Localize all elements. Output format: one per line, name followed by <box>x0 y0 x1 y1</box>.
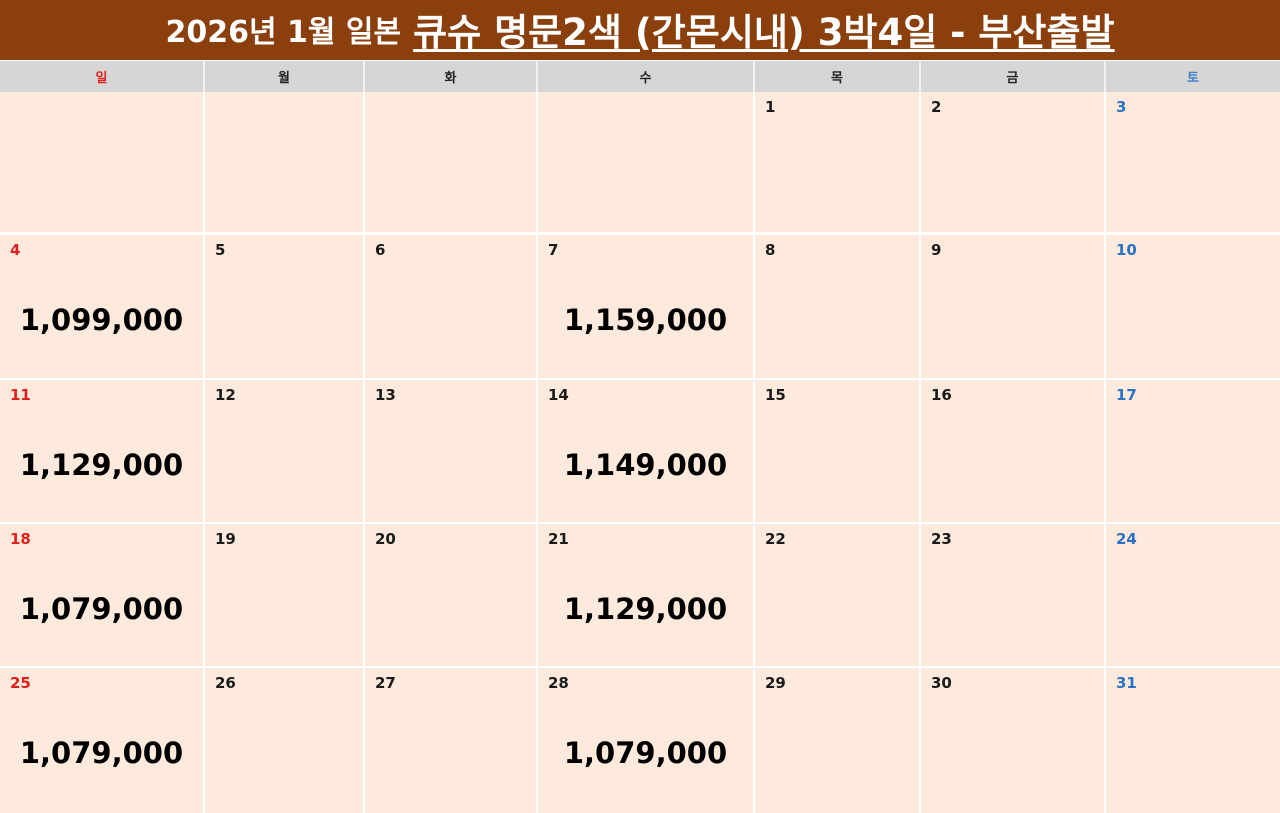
calendar-week-row: 1 2 3 <box>0 92 1280 232</box>
day-number: 29 <box>765 674 786 692</box>
day-number: 4 <box>10 241 21 259</box>
calendar-week-row: 18 1,079,000 19 20 21 1,129,000 22 23 24 <box>0 524 1280 666</box>
day-number: 27 <box>375 674 396 692</box>
day-cell-tuesday: 13 <box>365 380 538 522</box>
title-month-label: 2026년 1월 일본 <box>165 15 402 50</box>
tour-price: 1,099,000 <box>19 303 184 337</box>
tour-price: 1,129,000 <box>563 592 728 626</box>
tour-price: 1,159,000 <box>563 303 728 337</box>
day-number: 28 <box>548 674 569 692</box>
tour-price: 1,079,000 <box>19 592 184 626</box>
day-cell-saturday: 31 <box>1106 668 1280 813</box>
day-cell-thursday: 15 <box>755 380 921 522</box>
day-number: 19 <box>215 530 236 548</box>
day-cell-wednesday[interactable]: 14 1,149,000 <box>538 380 755 522</box>
day-number: 11 <box>10 386 31 404</box>
day-number: 24 <box>1116 530 1137 548</box>
day-cell-sunday[interactable]: 4 1,099,000 <box>0 235 205 378</box>
day-cell-friday: 9 <box>921 235 1106 378</box>
weekday-header-wednesday: 수 <box>538 61 755 92</box>
day-number: 8 <box>765 241 776 259</box>
day-number: 15 <box>765 386 786 404</box>
calendar-week-row: 11 1,129,000 12 13 14 1,149,000 15 16 17 <box>0 380 1280 522</box>
day-number: 22 <box>765 530 786 548</box>
day-cell-monday: 12 <box>205 380 365 522</box>
weekday-header-tuesday: 화 <box>365 61 538 92</box>
day-cell-wednesday[interactable]: 21 1,129,000 <box>538 524 755 666</box>
day-number: 16 <box>931 386 952 404</box>
day-cell-sunday[interactable]: 11 1,129,000 <box>0 380 205 522</box>
day-number: 18 <box>10 530 31 548</box>
day-number: 17 <box>1116 386 1137 404</box>
day-number: 26 <box>215 674 236 692</box>
day-cell-monday: 26 <box>205 668 365 813</box>
day-cell-wednesday[interactable]: 7 1,159,000 <box>538 235 755 378</box>
weekday-header-monday: 월 <box>205 61 365 92</box>
title-tour-name: 큐슈 명문2색 (간몬시내) 3박4일 - 부산출발 <box>413 11 1115 54</box>
day-number: 25 <box>10 674 31 692</box>
day-number: 9 <box>931 241 942 259</box>
tour-price: 1,149,000 <box>563 448 728 482</box>
calendar-title-bar: 2026년 1월 일본 큐슈 명문2색 (간몬시내) 3박4일 - 부산출발 <box>0 0 1280 60</box>
day-number: 5 <box>215 241 226 259</box>
tour-price: 1,079,000 <box>563 736 728 770</box>
day-cell-monday <box>205 92 365 232</box>
day-number: 6 <box>375 241 386 259</box>
weekday-header-thursday: 목 <box>755 61 921 92</box>
day-number: 12 <box>215 386 236 404</box>
weekday-header-row: 일 월 화 수 목 금 토 <box>0 61 1280 92</box>
day-cell-tuesday: 20 <box>365 524 538 666</box>
day-cell-thursday: 8 <box>755 235 921 378</box>
day-number: 10 <box>1116 241 1137 259</box>
day-cell-monday: 19 <box>205 524 365 666</box>
day-number: 30 <box>931 674 952 692</box>
day-cell-sunday <box>0 92 205 232</box>
day-number: 2 <box>931 98 942 116</box>
day-number: 14 <box>548 386 569 404</box>
day-cell-thursday: 22 <box>755 524 921 666</box>
day-cell-thursday: 29 <box>755 668 921 813</box>
day-cell-wednesday <box>538 92 755 232</box>
day-cell-saturday: 3 <box>1106 92 1280 232</box>
day-number: 21 <box>548 530 569 548</box>
day-cell-friday: 30 <box>921 668 1106 813</box>
day-cell-sunday[interactable]: 25 1,079,000 <box>0 668 205 813</box>
day-number: 31 <box>1116 674 1137 692</box>
day-number: 23 <box>931 530 952 548</box>
day-cell-friday: 16 <box>921 380 1106 522</box>
calendar-week-row: 25 1,079,000 26 27 28 1,079,000 29 30 31 <box>0 668 1280 813</box>
day-cell-tuesday <box>365 92 538 232</box>
day-cell-saturday: 17 <box>1106 380 1280 522</box>
day-cell-friday: 2 <box>921 92 1106 232</box>
day-number: 20 <box>375 530 396 548</box>
day-cell-monday: 5 <box>205 235 365 378</box>
day-cell-tuesday: 6 <box>365 235 538 378</box>
day-cell-friday: 23 <box>921 524 1106 666</box>
tour-price: 1,079,000 <box>19 736 184 770</box>
day-cell-wednesday[interactable]: 28 1,079,000 <box>538 668 755 813</box>
weekday-header-friday: 금 <box>921 61 1106 92</box>
day-cell-sunday[interactable]: 18 1,079,000 <box>0 524 205 666</box>
day-number: 7 <box>548 241 559 259</box>
day-number: 1 <box>765 98 776 116</box>
weekday-header-saturday: 토 <box>1187 71 1199 86</box>
tour-price: 1,129,000 <box>19 448 184 482</box>
calendar-week-row: 4 1,099,000 5 6 7 1,159,000 8 9 10 <box>0 235 1280 378</box>
day-cell-tuesday: 27 <box>365 668 538 813</box>
weekday-header-sunday: 일 <box>0 61 205 92</box>
day-cell-thursday: 1 <box>755 92 921 232</box>
day-number: 3 <box>1116 98 1127 116</box>
day-number: 13 <box>375 386 396 404</box>
day-cell-saturday: 10 <box>1106 235 1280 378</box>
day-cell-saturday: 24 <box>1106 524 1280 666</box>
